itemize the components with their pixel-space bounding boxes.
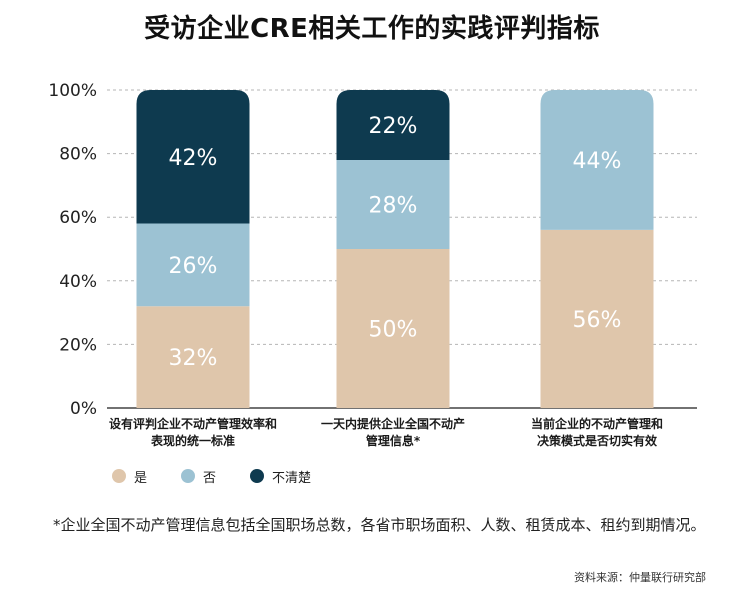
y-tick-label: 40% [59, 272, 97, 292]
legend-label-unsure: 不清楚 [272, 470, 312, 486]
data-label: 42% [169, 146, 218, 171]
bar-segment [540, 229, 654, 408]
y-tick-label: 80% [59, 145, 97, 165]
legend-swatch-unsure [250, 469, 265, 483]
stacked-bar-chart: 0% 20% 40% 60% 80% 100% 32% 26% 42% 设有评判企业不动产管理效率… [48, 81, 697, 448]
data-label: 26% [169, 254, 218, 279]
legend-label-yes: 是 [134, 470, 148, 486]
footnote: *企业全国不动产管理信息包括全国职场总数，各省市职场面积、人数、租赁成本、租约到… [53, 516, 706, 534]
bar-segment [136, 90, 250, 224]
bar-segment [336, 249, 450, 408]
legend-item-yes: 是 [112, 467, 147, 486]
legend: 是 否 不清楚 [112, 466, 345, 486]
y-tick-label: 100% [48, 81, 97, 101]
legend-item-unsure: 不清楚 [250, 467, 311, 486]
bar-segment [136, 306, 250, 408]
legend-item-no: 否 [181, 467, 216, 486]
bar-segment [336, 90, 450, 160]
bar-segment [336, 159, 450, 249]
chart-title: 受访企业CRE相关工作的实践评判指标 [144, 14, 600, 44]
legend-swatch-yes [112, 469, 126, 483]
y-tick-label: 0% [70, 399, 97, 419]
x-tick-label: 一天内提供企业全国不动产 [321, 416, 465, 431]
data-label: 56% [573, 308, 622, 333]
data-label: 22% [369, 114, 418, 139]
y-tick-label: 20% [59, 335, 97, 355]
legend-label-no: 否 [203, 470, 217, 486]
bar-segment [540, 90, 654, 230]
data-label: 32% [169, 346, 218, 371]
x-tick-label: 决策模式是否切实有效 [537, 433, 658, 448]
x-tick-label: 当前企业的不动产管理和 [531, 416, 663, 431]
data-label: 28% [369, 193, 418, 218]
x-tick-label: 管理信息* [366, 433, 421, 448]
x-tick-label: 设有评判企业不动产管理效率和 [109, 416, 277, 431]
data-label: 44% [573, 149, 622, 174]
y-tick-label: 60% [59, 208, 97, 228]
legend-swatch-no [181, 469, 196, 483]
data-label: 50% [369, 318, 418, 343]
bar-segment [136, 223, 250, 307]
source-note: 资料来源：仲量联行研究部 [574, 571, 706, 584]
x-tick-label: 表现的统一标准 [150, 433, 235, 448]
